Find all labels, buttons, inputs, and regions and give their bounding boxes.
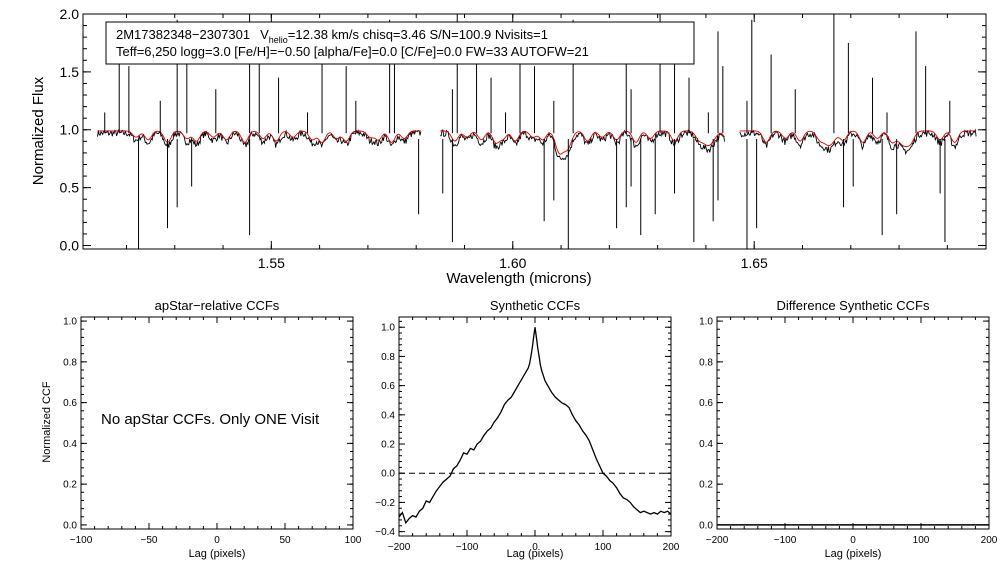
apstar-ccf-x-label: Lag (pixels): [189, 548, 246, 560]
y-tick-label: −0.4: [375, 527, 395, 538]
y-tick-label: 1.0: [63, 317, 77, 328]
y-tick-label: 0.0: [63, 520, 77, 531]
header-stats: =12.38 km/s chisq=3.46 S/N=100.9 Nvisits…: [288, 27, 548, 42]
x-tick-label: −200: [706, 535, 729, 546]
difference-ccf-frame: [716, 316, 990, 530]
y-tick-label: 0.8: [381, 352, 395, 363]
y-tick-label: 0.6: [381, 381, 395, 392]
y-tick-label: 0.4: [381, 410, 395, 421]
spectrum-x-label: Wavelength (microns): [446, 270, 591, 287]
x-tick-label: −100: [456, 542, 479, 553]
y-tick-label: 0.4: [699, 439, 713, 450]
x-tick-label: 200: [663, 542, 680, 553]
spectrum-axis-ticks: 1.55 1.60 1.65 0.0 0.5 1.0 1.5 2.0: [60, 6, 986, 271]
spectrum-y-label: Normalized Flux: [30, 76, 47, 185]
x-tick-label: 100: [345, 535, 362, 546]
x-tick-label: −200: [388, 542, 411, 553]
y-tick-label: 0.5: [60, 180, 80, 196]
header-line-1: 2M17382348−2307301 Vhelio=12.38 km/s chis…: [116, 27, 548, 45]
y-tick-label: 0.2: [699, 480, 713, 491]
vhelio-subscript: helio: [269, 35, 288, 45]
spectrum-header-box: 2M17382348−2307301 Vhelio=12.38 km/s chis…: [105, 21, 695, 65]
y-tick-label: 0.0: [60, 237, 80, 253]
y-tick-label: 0.4: [63, 439, 77, 450]
observed-spectrum-chip-1: [97, 129, 422, 149]
x-tick-label: −100: [70, 535, 93, 546]
ccf-difference-panel: Difference Synthetic CCFs −200 −100 0 100 20…: [699, 298, 998, 560]
y-tick-label: 0.2: [381, 440, 395, 451]
y-tick-label: 1.0: [381, 323, 395, 334]
synthetic-ccf-title: Synthetic CCFs: [490, 298, 581, 313]
model-spectrum-chip-3: [739, 130, 977, 147]
x-tick-label: 200: [981, 535, 998, 546]
ccf-apstar-panel: apStar−relative CCFs −100 −50 0 50 100 0.0 0.2…: [41, 298, 362, 560]
spectrum-frame: [82, 13, 987, 250]
y-tick-label: 2.0: [60, 6, 80, 22]
x-tick-label: −100: [774, 535, 797, 546]
y-tick-label: 0.2: [63, 480, 77, 491]
spectrum-panel: 1.55 1.60 1.65 0.0 0.5 1.0 1.5 2.0 2M17382348−2…: [30, 6, 987, 287]
header-line-2: Teff=6,250 logg=3.0 [Fe/H]=−0.50 [alpha/…: [116, 44, 589, 59]
x-tick-label: 100: [595, 542, 612, 553]
y-tick-label: 0.8: [699, 357, 713, 368]
x-tick-label: 100: [913, 535, 930, 546]
y-tick-label: 0.6: [699, 398, 713, 409]
difference-ccf-x-label: Lag (pixels): [825, 548, 882, 560]
y-tick-label: 0.8: [63, 357, 77, 368]
x-tick-label: 50: [279, 535, 291, 546]
ccf-synthetic-panel: Synthetic CCFs −200 −100 0 100 200 −0.4 −0.2 0.…: [375, 298, 680, 560]
synthetic-ccf-ticks: −200 −100 0 100 200 −0.4 −0.2 0.0 0.2 0.4 0.6 0.8 1.…: [375, 317, 680, 553]
x-tick-label: 1.55: [258, 255, 285, 271]
model-spectrum-chip-2: [440, 130, 725, 155]
x-tick-label: −50: [141, 535, 158, 546]
y-tick-label: 1.0: [60, 122, 80, 138]
x-tick-label: 0: [850, 535, 856, 546]
y-tick-label: 0.0: [699, 520, 713, 531]
header-box-frame: [105, 21, 695, 65]
synthetic-ccf-line: [398, 327, 672, 525]
model-spectrum-chip-1: [97, 130, 421, 143]
y-tick-label: 0.6: [63, 398, 77, 409]
x-tick-label: 0: [532, 542, 538, 553]
y-tick-label: −0.2: [375, 498, 395, 509]
synthetic-ccf-x-label: Lag (pixels): [507, 548, 564, 560]
apstar-ccf-y-label: Normalized CCF: [41, 381, 53, 463]
difference-ccf-ticks: −200 −100 0 100 200 0.0 0.2 0.4 0.6 0.8 1.0: [699, 317, 998, 546]
x-tick-label: 0: [214, 535, 220, 546]
vhelio-symbol: V: [260, 27, 269, 42]
synthetic-ccf-series: [398, 327, 672, 525]
y-tick-label: 1.5: [60, 64, 80, 80]
difference-ccf-title: Difference Synthetic CCFs: [777, 298, 930, 313]
x-tick-label: 1.60: [499, 255, 526, 271]
observed-spectrum-chip-3: [739, 128, 977, 156]
no-ccf-message: No apStar CCFs. Only ONE Visit: [101, 411, 320, 428]
apstar-ccf-title: apStar−relative CCFs: [155, 298, 280, 313]
y-tick-label: 1.0: [699, 317, 713, 328]
star-id: 2M17382348−2307301: [116, 27, 250, 42]
y-tick-label: 0.0: [381, 469, 395, 480]
apstar-ccf-ticks: −100 −50 0 50 100 0.0 0.2 0.4 0.6 0.8 1.0: [63, 317, 362, 546]
x-tick-label: 1.65: [741, 255, 768, 271]
